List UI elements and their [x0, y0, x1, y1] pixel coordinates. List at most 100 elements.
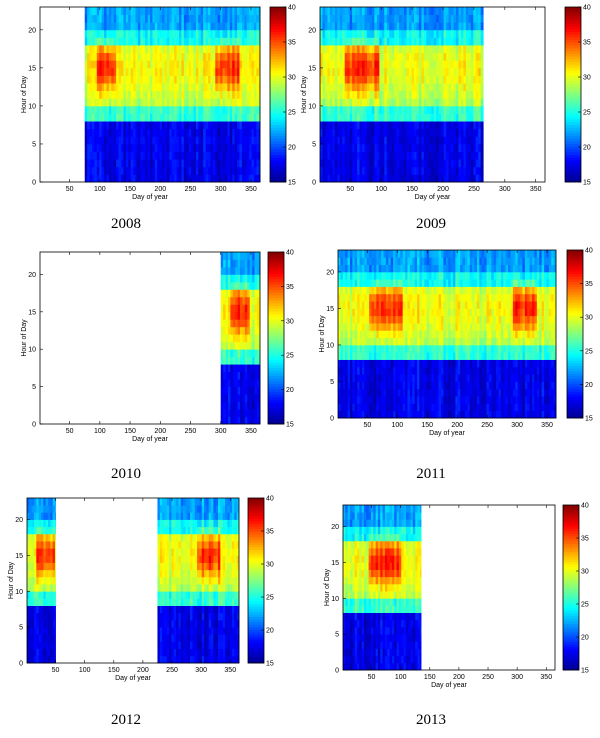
heatmap-cell — [409, 352, 413, 360]
heatmap-cell — [169, 113, 173, 122]
heatmap-cell — [220, 22, 223, 31]
heatmap-cell — [125, 174, 129, 183]
heatmap-cell — [423, 22, 427, 31]
heatmap-cell — [394, 151, 398, 160]
heatmap-cell — [249, 166, 252, 175]
heatmap-cell — [179, 45, 182, 54]
heatmap-cell — [123, 136, 127, 145]
heatmap-cell — [227, 311, 231, 320]
heatmap-cell — [232, 75, 236, 84]
heatmap-cell — [357, 14, 360, 23]
heatmap-cell — [244, 29, 248, 38]
heatmap-cell — [423, 98, 427, 107]
heatmap-cell — [473, 75, 477, 84]
heatmap-cell — [399, 159, 402, 168]
heatmap-cell — [222, 22, 226, 31]
heatmap-cell — [448, 151, 452, 160]
heatmap-cell — [451, 45, 454, 54]
heatmap-cell — [237, 274, 241, 283]
heatmap-cell — [157, 159, 161, 168]
heatmap-cell — [394, 7, 398, 16]
heatmap-cell — [123, 52, 127, 61]
heatmap-cell — [460, 143, 464, 152]
heatmap-cell — [246, 7, 250, 16]
heatmap-cell — [362, 143, 365, 152]
heatmap-cell — [166, 113, 170, 122]
heatmap-cell — [87, 22, 90, 31]
heatmap-cell — [409, 45, 412, 54]
heatmap-cell — [332, 75, 336, 84]
heatmap-cell — [244, 416, 248, 425]
heatmap-cell — [352, 159, 356, 168]
heatmap-cell — [99, 14, 103, 23]
colorbar-swatch — [268, 370, 284, 374]
heatmap-cell — [412, 344, 416, 353]
heatmap-cell — [230, 304, 234, 313]
heatmap-cell — [379, 174, 383, 183]
heatmap-cell — [441, 52, 445, 61]
heatmap-cell — [409, 166, 412, 175]
heatmap-cell — [106, 75, 110, 84]
heatmap-cell — [443, 279, 447, 287]
heatmap-cell — [441, 308, 444, 317]
heatmap-cell — [386, 67, 390, 76]
heatmap-cell — [101, 67, 105, 76]
colorbar-swatch — [270, 94, 286, 98]
heatmap-cell — [224, 45, 228, 54]
heatmap-cell — [441, 136, 445, 145]
heatmap-cell — [205, 136, 209, 145]
heatmap-cell — [426, 83, 430, 92]
heatmap-cell — [84, 14, 88, 23]
heatmap-cell — [208, 7, 211, 16]
heatmap-cell — [394, 98, 398, 107]
heatmap-cell — [396, 143, 400, 152]
heatmap-cell — [423, 75, 427, 84]
heatmap-cell — [251, 105, 255, 114]
heatmap-cell — [383, 337, 387, 346]
heatmap-cell — [125, 98, 129, 107]
heatmap-cell — [154, 174, 158, 183]
heatmap-cell — [349, 143, 353, 152]
heatmap-cell — [251, 37, 255, 46]
heatmap-cell — [379, 37, 383, 46]
heatmap-cell — [428, 174, 432, 183]
heatmap-cell — [340, 344, 344, 353]
heatmap-cell — [240, 364, 243, 373]
heatmap-cell — [443, 75, 447, 84]
heatmap-cell — [438, 90, 442, 99]
heatmap-cell — [244, 83, 248, 92]
heatmap-cell — [429, 366, 432, 375]
heatmap-cell — [329, 174, 333, 183]
heatmap-cell — [347, 286, 351, 295]
heatmap-cell — [246, 159, 250, 168]
heatmap-cell — [468, 67, 472, 76]
heatmap-cell — [400, 323, 404, 331]
heatmap-cell — [166, 7, 170, 16]
heatmap-cell — [256, 128, 260, 137]
heatmap-cell — [342, 60, 346, 69]
colorbar-swatch — [270, 132, 286, 136]
heatmap-cell — [327, 90, 331, 99]
heatmap-cell — [183, 166, 187, 175]
heatmap-cell — [217, 151, 221, 160]
heatmap-cell — [418, 113, 422, 122]
heatmap-cell — [349, 359, 353, 368]
heatmap-cell — [342, 37, 346, 46]
heatmap-cell — [470, 60, 474, 69]
colorbar-swatch — [565, 23, 581, 27]
heatmap-cell — [140, 143, 144, 152]
heatmap-cell — [400, 271, 404, 280]
heatmap-cell — [142, 7, 146, 16]
heatmap-cell — [470, 105, 474, 114]
heatmap-cell — [191, 90, 194, 99]
heatmap-cell — [111, 166, 115, 175]
colorbar-swatch — [268, 383, 284, 387]
heatmap-cell — [113, 121, 117, 130]
heatmap-cell — [133, 121, 136, 130]
heatmap-cell — [253, 151, 257, 160]
heatmap-cell — [215, 7, 219, 16]
heatmap-cell — [385, 308, 389, 317]
heatmap-cell — [337, 166, 341, 175]
heatmap-cell — [352, 250, 356, 258]
heatmap-cell — [334, 113, 338, 122]
